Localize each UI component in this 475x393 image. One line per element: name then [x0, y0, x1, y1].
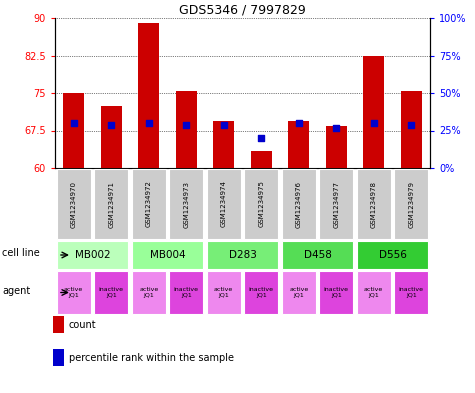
Text: GSM1234978: GSM1234978	[371, 180, 377, 228]
Point	[295, 120, 303, 126]
Point	[332, 124, 340, 130]
Bar	[207, 271, 241, 314]
Bar	[57, 241, 128, 269]
Bar	[170, 169, 203, 239]
Point	[370, 120, 378, 126]
Bar	[244, 271, 278, 314]
Text: GSM1234970: GSM1234970	[71, 180, 77, 228]
Text: GSM1234973: GSM1234973	[183, 180, 189, 228]
Text: inactive
JQ1: inactive JQ1	[249, 287, 274, 298]
Bar	[132, 169, 166, 239]
Bar	[363, 55, 384, 168]
Text: D458: D458	[304, 250, 332, 260]
Bar	[138, 23, 159, 168]
Text: GSM1234977: GSM1234977	[333, 180, 339, 228]
Bar	[53, 349, 64, 366]
Text: GSM1234974: GSM1234974	[221, 180, 227, 228]
Bar	[251, 151, 272, 168]
Bar	[64, 93, 84, 168]
Text: percentile rank within the sample: percentile rank within the sample	[68, 353, 234, 363]
Bar	[394, 271, 428, 314]
Text: count: count	[68, 320, 96, 330]
Bar	[170, 271, 203, 314]
Bar	[357, 169, 390, 239]
Bar	[57, 169, 91, 239]
Text: cell line: cell line	[2, 248, 40, 258]
Bar	[95, 169, 128, 239]
Bar	[357, 241, 428, 269]
Text: inactive
JQ1: inactive JQ1	[174, 287, 199, 298]
Point	[70, 120, 77, 126]
Text: active
JQ1: active JQ1	[289, 287, 308, 298]
Text: active
JQ1: active JQ1	[214, 287, 233, 298]
Bar	[288, 121, 309, 168]
Text: inactive
JQ1: inactive JQ1	[324, 287, 349, 298]
Point	[107, 121, 115, 128]
Bar	[57, 271, 91, 314]
Bar	[244, 169, 278, 239]
Text: GSM1234979: GSM1234979	[408, 180, 414, 228]
Text: D283: D283	[228, 250, 256, 260]
Bar	[101, 105, 122, 168]
Point	[257, 135, 265, 141]
Point	[145, 120, 152, 126]
Bar	[282, 241, 353, 269]
Text: GSM1234971: GSM1234971	[108, 180, 114, 228]
Bar	[326, 125, 347, 168]
Text: active
JQ1: active JQ1	[64, 287, 84, 298]
Bar	[319, 271, 353, 314]
Point	[220, 121, 228, 128]
Bar	[176, 90, 197, 168]
Point	[408, 121, 415, 128]
Bar	[394, 169, 428, 239]
Bar	[207, 169, 241, 239]
Text: MB002: MB002	[75, 250, 110, 260]
Bar	[282, 169, 315, 239]
Text: inactive
JQ1: inactive JQ1	[99, 287, 124, 298]
Text: inactive
JQ1: inactive JQ1	[399, 287, 424, 298]
Text: GSM1234972: GSM1234972	[146, 180, 152, 228]
Bar	[282, 271, 315, 314]
Bar	[401, 90, 422, 168]
Bar	[53, 316, 64, 333]
Point	[182, 121, 190, 128]
Text: GSM1234976: GSM1234976	[296, 180, 302, 228]
Text: MB004: MB004	[150, 250, 185, 260]
Bar	[95, 271, 128, 314]
Text: D556: D556	[379, 250, 407, 260]
Text: agent: agent	[2, 286, 30, 296]
Bar	[357, 271, 390, 314]
Bar	[132, 271, 166, 314]
Bar	[213, 121, 234, 168]
Title: GDS5346 / 7997829: GDS5346 / 7997829	[179, 4, 306, 17]
Bar	[319, 169, 353, 239]
Bar	[207, 241, 278, 269]
Text: GSM1234975: GSM1234975	[258, 180, 264, 228]
Bar	[132, 241, 203, 269]
Text: active
JQ1: active JQ1	[364, 287, 383, 298]
Text: active
JQ1: active JQ1	[139, 287, 158, 298]
